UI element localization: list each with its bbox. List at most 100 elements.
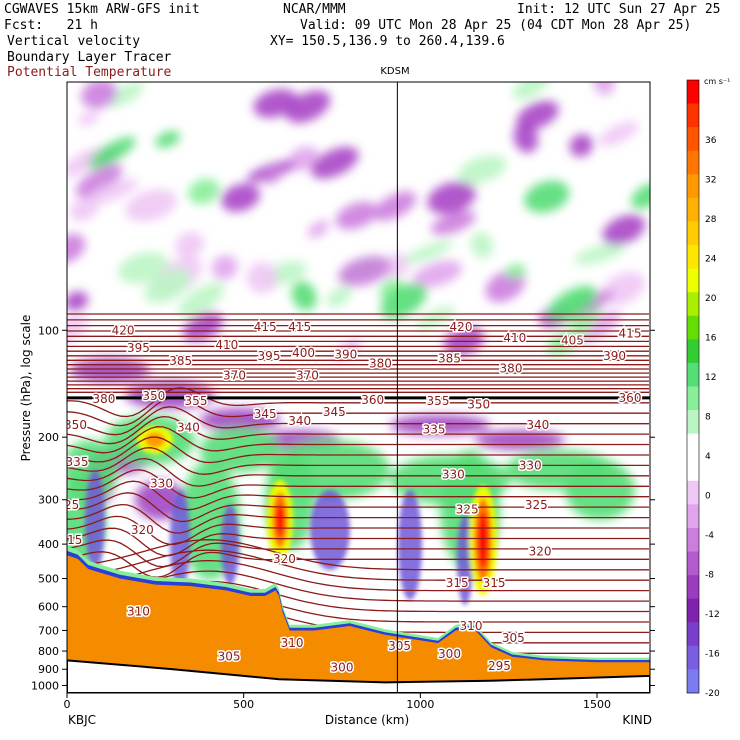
theta-label: 310 — [127, 605, 150, 619]
colorbar-label: -8 — [705, 571, 714, 581]
velocity-blob — [310, 146, 359, 179]
colorbar: 36 32 28 24 20 16 12 8 4 0 -4 -8 -12 -16 -20 — [686, 79, 720, 699]
theta-contour — [67, 515, 649, 546]
velocity-blob — [77, 111, 100, 126]
colorbar-label: -12 — [705, 610, 720, 620]
velocity-blob — [505, 263, 526, 279]
theta-label: 340 — [526, 418, 549, 432]
colorbar-label: -20 — [705, 689, 720, 699]
theta-labels: 420 415 415 420 410 405 415 395 410 395 400 390 385 3… — [66, 319, 643, 676]
org-label: NCAR/MMM — [283, 2, 346, 17]
colorbar-swatch — [687, 457, 699, 482]
theta-label: 335 — [66, 455, 89, 469]
colorbar-swatch — [687, 480, 699, 505]
velocity-blob — [177, 282, 225, 318]
velocity-blob — [188, 178, 220, 205]
descent-band — [475, 430, 565, 450]
velocity-blob — [403, 240, 454, 264]
x-tick-label: 500 — [233, 698, 254, 711]
colorbar-swatch — [687, 386, 699, 411]
colorbar-swatch — [687, 197, 699, 222]
velocity-blob — [125, 189, 177, 222]
theta-label: 380 — [369, 357, 392, 371]
descent-column — [310, 490, 350, 570]
y-tick-label: 600 — [38, 601, 59, 614]
colorbar-swatch — [687, 150, 699, 175]
colorbar-label: -16 — [705, 650, 720, 660]
theta-label: 350 — [467, 398, 490, 412]
theta-label: 415 — [619, 326, 642, 340]
theta-label: 415 — [288, 320, 311, 334]
colorbar-swatch — [687, 103, 699, 128]
field-boundary-layer-tracer: Boundary Layer Tracer — [7, 50, 172, 65]
colorbar-swatch — [687, 527, 699, 552]
chart-title: KDSM — [380, 66, 409, 77]
colorbar-label: -4 — [705, 531, 714, 541]
velocity-blob — [598, 121, 639, 147]
colorbar-swatch — [687, 174, 699, 199]
forecast-hour: Fcst: 21 h — [4, 18, 98, 33]
velocity-blob — [221, 183, 260, 212]
theta-label: 390 — [334, 348, 357, 362]
velocity-blob — [81, 82, 118, 109]
theta-contour — [67, 503, 649, 534]
velocity-blob — [67, 233, 86, 264]
theta-label: 315 — [483, 576, 506, 590]
velocity-blob — [601, 271, 646, 306]
colorbar-label: 32 — [705, 176, 716, 186]
theta-label: 390 — [603, 349, 626, 363]
velocity-blob — [412, 260, 463, 288]
theta-label: 340 — [288, 414, 311, 428]
velocity-blob — [86, 178, 139, 205]
colorbar-label: 36 — [705, 136, 717, 146]
theta-label: 325 — [456, 503, 479, 517]
colorbar-label: 4 — [705, 452, 711, 462]
field-potential-temperature: Potential Temperature — [7, 65, 172, 80]
velocity-blob — [326, 286, 352, 308]
velocity-blob — [88, 136, 136, 169]
velocity-blob — [373, 191, 417, 221]
y-tick-label: 400 — [38, 538, 59, 551]
y-tick-label: 200 — [38, 431, 59, 444]
theta-label: 300 — [331, 661, 354, 675]
colorbar-swatch — [687, 245, 699, 269]
velocity-blob — [569, 134, 594, 157]
theta-label: 315 — [446, 576, 469, 590]
theta-contour — [67, 539, 649, 571]
velocity-blob — [67, 148, 103, 177]
y-axis-label: Pressure (hPa), log scale — [19, 315, 33, 462]
velocity-blob — [307, 220, 330, 238]
theta-label: 335 — [423, 422, 446, 436]
descent-band — [70, 358, 150, 382]
theta-label: 370 — [296, 368, 319, 382]
theta-label: 350 — [142, 389, 165, 403]
theta-label: 420 — [450, 320, 473, 334]
theta-label: 415 — [254, 320, 277, 334]
theta-label: 330 — [442, 468, 465, 482]
velocity-blob — [573, 243, 625, 265]
x-tick-label: 1500 — [583, 698, 611, 711]
axes: 100 200 300 400 500 600 700 800 900 1000 0 500 1000 1… — [31, 324, 655, 711]
theta-label: 325 — [525, 498, 548, 512]
theta-label: 320 — [273, 552, 296, 566]
velocity-blob — [155, 130, 181, 148]
velocity-blob — [383, 253, 410, 278]
x-right-endpoint: KIND — [622, 713, 652, 727]
colorbar-label: 20 — [705, 294, 717, 304]
model-title: CGWAVES 15km ARW-GFS init — [4, 2, 200, 17]
updraft-core — [145, 432, 165, 448]
descent-band — [390, 415, 490, 435]
ascent-band — [565, 460, 635, 520]
theta-label: 410 — [503, 331, 526, 345]
colorbar-swatch — [687, 575, 699, 599]
colorbar-label: 0 — [705, 492, 711, 502]
velocity-blob — [174, 231, 205, 258]
colorbar-label: 24 — [705, 255, 717, 265]
theta-contour — [67, 480, 649, 511]
theta-label: 385 — [438, 351, 461, 365]
velocity-blob — [69, 196, 100, 222]
colorbar-swatch — [687, 80, 699, 104]
xy-range: XY= 150.5,136.9 to 260.4,139.6 — [270, 34, 505, 49]
velocity-blob — [288, 146, 319, 171]
theta-contour — [67, 447, 649, 475]
